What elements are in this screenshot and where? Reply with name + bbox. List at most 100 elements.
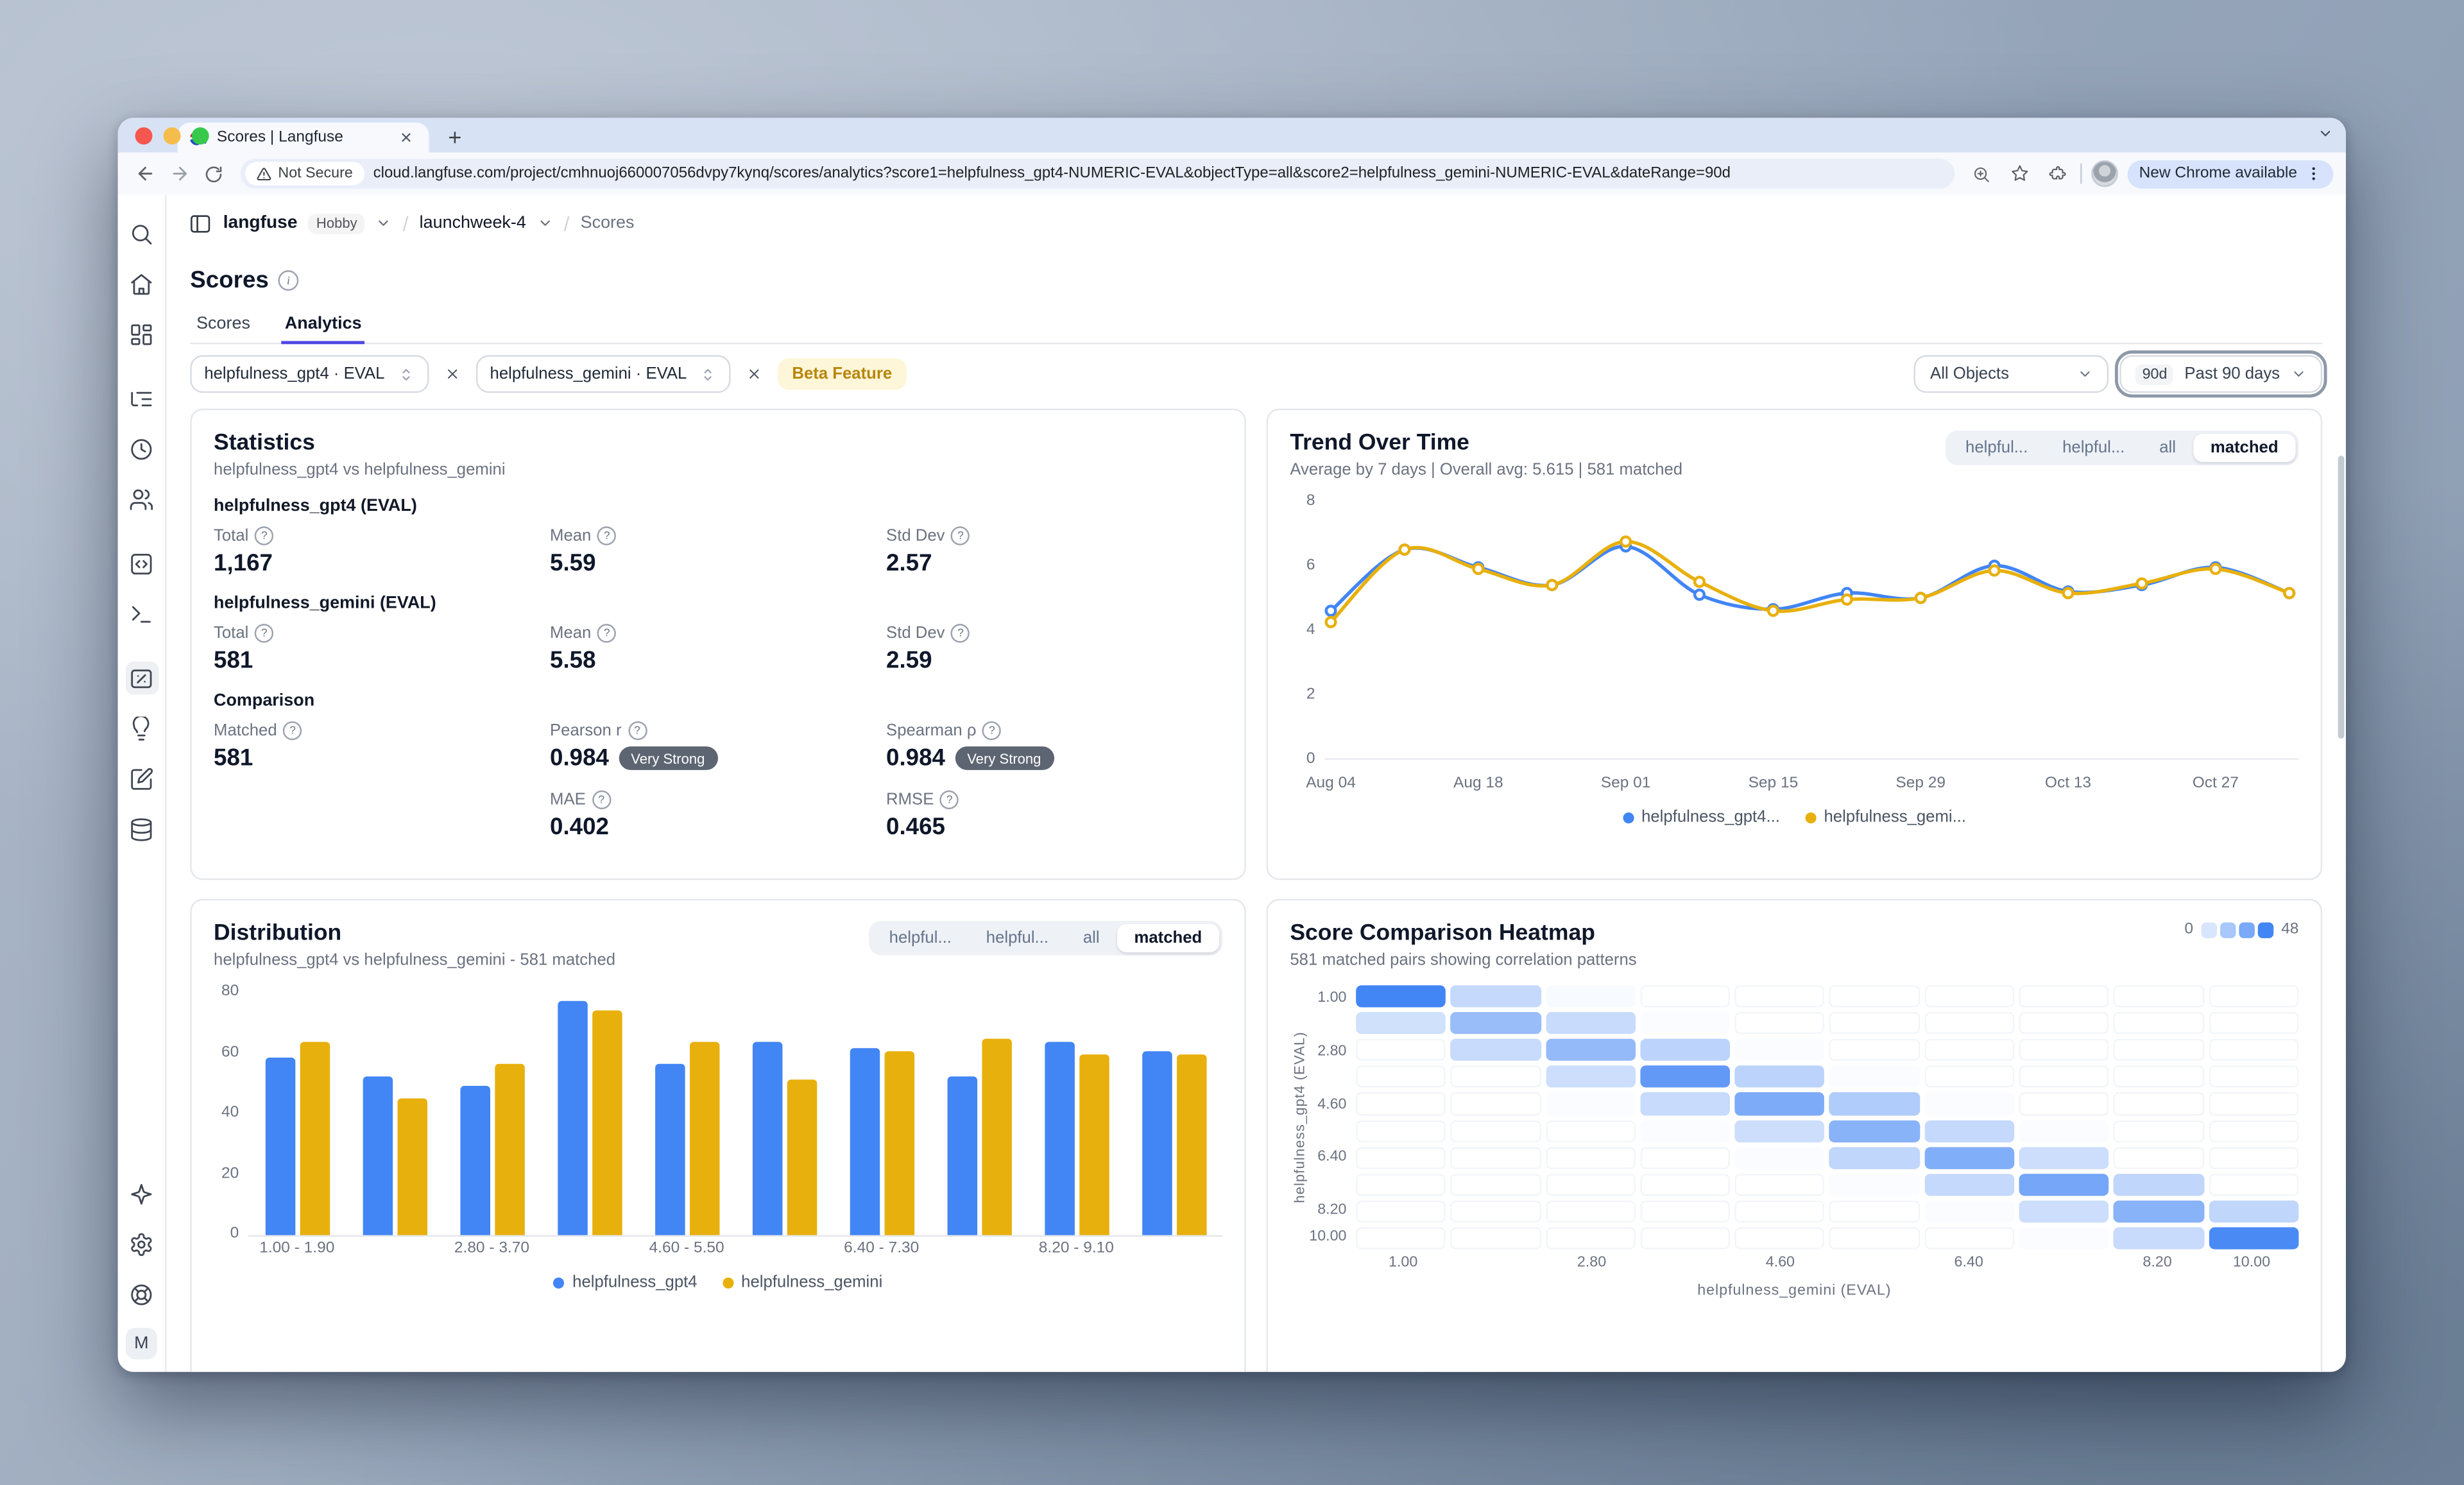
- tab-close-icon[interactable]: [393, 125, 418, 150]
- heatmap-cell: [1924, 1065, 2015, 1088]
- gemini-legend-dot: [723, 1276, 734, 1288]
- gpt4-legend-dot: [1622, 811, 1634, 823]
- org-name[interactable]: langfuse: [223, 214, 298, 233]
- helpfulness_gemini-marker: [1620, 535, 1632, 548]
- sidebar-item-support[interactable]: [125, 1278, 158, 1310]
- toggle-all[interactable]: all: [1083, 929, 1100, 948]
- extensions-icon[interactable]: [2043, 160, 2071, 188]
- not-secure-chip[interactable]: Not Secure: [245, 162, 364, 185]
- back-button[interactable]: [130, 160, 158, 188]
- toggle-gpt4[interactable]: helpful...: [889, 929, 952, 948]
- sidebar-item-evaluation[interactable]: [125, 712, 158, 744]
- helpfulness_gemini-bar: [1079, 1054, 1109, 1235]
- gemini-legend-label: helpfulness_gemini: [741, 1273, 883, 1292]
- sidebar-item-prompts[interactable]: [125, 547, 158, 579]
- browser-tab[interactable]: Scores | Langfuse: [177, 122, 429, 153]
- sidebar-toggle-icon[interactable]: [189, 211, 212, 235]
- distribution-series-toggle: helpful... helpful... all matched: [869, 920, 1223, 956]
- score2-select[interactable]: helpfulness_gemini · EVAL: [475, 355, 732, 393]
- sidebar-item-tracing[interactable]: [125, 382, 158, 415]
- new-tab-button[interactable]: [441, 124, 466, 149]
- tab-search-chevron-icon[interactable]: [2318, 126, 2333, 141]
- sidebar-item-users[interactable]: [125, 483, 158, 515]
- help-icon[interactable]: ?: [592, 790, 612, 810]
- tab-analytics[interactable]: Analytics: [282, 308, 365, 345]
- sidebar-item-upgrade[interactable]: [125, 1177, 158, 1210]
- heatmap-cell: [1829, 1227, 1921, 1249]
- gpt4-legend-dot: [554, 1276, 565, 1288]
- toggle-gemini[interactable]: helpful...: [986, 929, 1049, 948]
- heatmap-cell: [2209, 1200, 2299, 1223]
- heatmap-cell: [1924, 1039, 2015, 1061]
- helpfulness_gemini-marker: [1914, 592, 1928, 605]
- zoom-window-button[interactable]: [191, 127, 209, 145]
- distribution-title: Distribution: [214, 920, 342, 947]
- tab-scores[interactable]: Scores: [196, 314, 251, 334]
- user-avatar[interactable]: M: [126, 1328, 158, 1360]
- help-icon[interactable]: ?: [597, 624, 617, 643]
- bar-group: [833, 985, 930, 1235]
- statistics-title: Statistics: [214, 430, 316, 456]
- breadcrumb-separator: /: [402, 211, 409, 236]
- toggle-matched[interactable]: matched: [1116, 923, 1220, 952]
- sidebar-item-datasets[interactable]: [125, 812, 158, 845]
- sidebar-item-dashboards[interactable]: [125, 318, 158, 350]
- heatmap-cell: [1735, 1092, 1826, 1115]
- toggle-gpt4[interactable]: helpful...: [1965, 438, 2028, 458]
- help-icon[interactable]: ?: [940, 790, 959, 810]
- distribution-y-tick: 40: [221, 1104, 239, 1122]
- url-text: cloud.langfuse.com/project/cmhnuoj660007…: [373, 165, 1731, 183]
- distribution-x-tick: 4.60 - 5.50: [649, 1240, 724, 1257]
- distribution-chart: 80 60 40 20 0: [214, 983, 1223, 1242]
- help-icon[interactable]: ?: [951, 624, 970, 643]
- sidebar-item-scores[interactable]: [124, 661, 158, 695]
- new-chrome-pill[interactable]: New Chrome available: [2128, 159, 2334, 188]
- profile-avatar[interactable]: [2092, 160, 2119, 187]
- sidebar-item-search[interactable]: [125, 217, 158, 250]
- heatmap-chart: helpfulness_gpt4 (EVAL) 1.00 2.80 4.60 6.40…: [1290, 985, 2299, 1249]
- sidebar-item-sessions[interactable]: [125, 432, 158, 465]
- bookmark-star-icon[interactable]: [2006, 160, 2034, 188]
- metric-std-gpt4: Std Dev? 2.57: [886, 526, 1222, 577]
- url-bar[interactable]: Not Secure cloud.langfuse.com/project/cm…: [240, 159, 1956, 189]
- forward-button[interactable]: [165, 160, 193, 188]
- toggle-all[interactable]: all: [2159, 438, 2177, 458]
- toggle-gemini[interactable]: helpful...: [2062, 438, 2125, 458]
- scrollbar-thumb[interactable]: [2338, 456, 2345, 739]
- minimize-window-button[interactable]: [163, 127, 181, 145]
- help-icon[interactable]: ?: [951, 526, 970, 545]
- heatmap-cell: [2209, 1065, 2299, 1088]
- toggle-matched[interactable]: matched: [2193, 433, 2296, 462]
- score1-remove-button[interactable]: [440, 361, 465, 386]
- tab-title: Scores | Langfuse: [217, 128, 344, 146]
- heatmap-cell: [1356, 1039, 1446, 1061]
- help-icon[interactable]: ?: [628, 721, 647, 741]
- reload-button[interactable]: [200, 160, 228, 188]
- zoom-page-icon[interactable]: [1968, 160, 1996, 188]
- date-range-select[interactable]: 90d Past 90 days: [2115, 349, 2328, 399]
- chevrons-up-down-icon: [397, 365, 415, 382]
- close-window-button[interactable]: [135, 127, 153, 145]
- object-type-select[interactable]: All Objects: [1914, 355, 2110, 393]
- sidebar-item-playground[interactable]: [125, 597, 158, 630]
- help-icon[interactable]: ?: [597, 526, 617, 545]
- help-icon[interactable]: ?: [255, 526, 274, 545]
- sidebar-item-annotation[interactable]: [125, 762, 158, 795]
- info-icon[interactable]: i: [278, 270, 299, 291]
- score2-remove-button[interactable]: [742, 361, 767, 386]
- project-name[interactable]: launchweek-4: [419, 214, 527, 233]
- project-chevron-icon[interactable]: [537, 215, 552, 230]
- heatmap-cell: [2114, 1119, 2204, 1142]
- heatmap-cell: [1640, 1146, 1731, 1169]
- distribution-x-tick: 2.80 - 3.70: [454, 1240, 530, 1257]
- sidebar-item-settings[interactable]: [125, 1227, 158, 1260]
- helpfulness_gemini-bar: [494, 1063, 524, 1235]
- org-chevron-icon[interactable]: [376, 215, 391, 230]
- heatmap-cell: [1545, 985, 1636, 1008]
- help-icon[interactable]: ?: [283, 721, 303, 741]
- help-icon[interactable]: ?: [982, 721, 1002, 741]
- heatmap-cell: [1545, 1119, 1636, 1142]
- help-icon[interactable]: ?: [255, 624, 274, 643]
- score1-select[interactable]: helpfulness_gpt4 · EVAL: [190, 355, 429, 393]
- sidebar-item-home[interactable]: [125, 267, 158, 300]
